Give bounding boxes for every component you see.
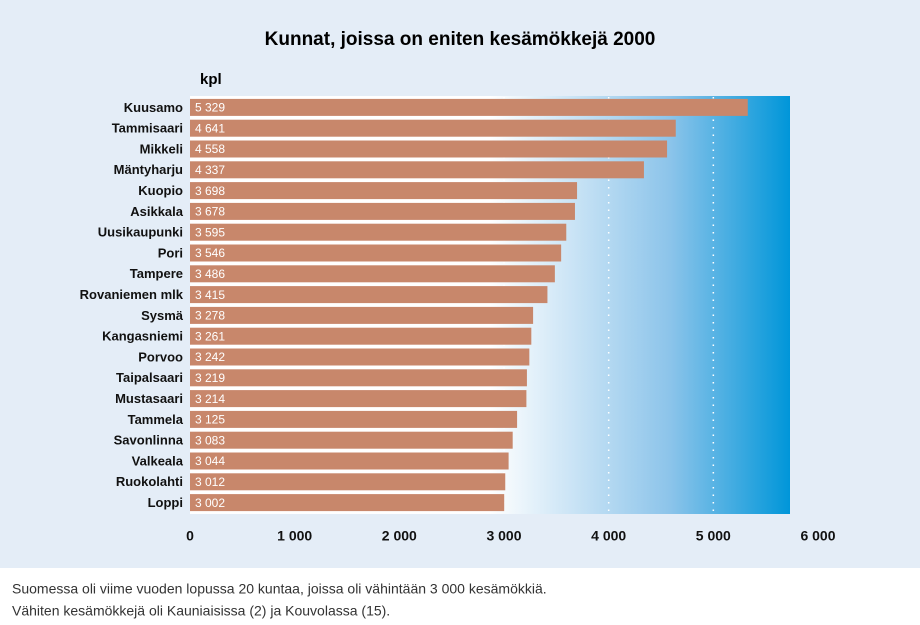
bar [190,494,505,512]
y-tick-label: Uusikaupunki [98,225,183,240]
value-label: 3 083 [195,433,225,447]
y-tick-label: Mäntyharju [114,162,183,177]
bar [190,327,532,345]
note: Suomessa oli viime vuoden lopussa 20 kun… [12,581,547,597]
bar [190,182,578,200]
y-tick-label: Valkeala [132,453,184,468]
bar [190,140,668,158]
x-tick-label: 2 000 [382,528,417,544]
value-label: 4 558 [195,142,225,156]
value-label: 3 486 [195,267,225,281]
y-tick-label: Pori [158,245,183,260]
x-tick-label: 3 000 [486,528,521,544]
bar [190,306,534,324]
bar [190,431,513,449]
x-tick-label: 4 000 [591,528,626,544]
y-tick-label: Tammisaari [112,121,183,136]
x-tick-label: 6 000 [800,528,835,544]
bar [190,161,644,179]
value-label: 3 214 [195,392,225,406]
value-label: 3 546 [195,246,225,260]
y-tick-label: Rovaniemen mlk [80,287,184,302]
value-label: 3 125 [195,413,225,427]
bar [190,244,562,262]
bar [190,348,530,366]
value-label: 3 678 [195,205,225,219]
bar [190,98,748,116]
value-label: 5 329 [195,101,225,115]
value-label: 3 278 [195,309,225,323]
plot-background [190,96,790,514]
bar [190,452,509,470]
note: Vähiten kesämökkejä oli Kauniaisissa (2)… [12,603,390,619]
bar [190,369,527,387]
value-label: 3 002 [195,496,225,510]
value-label: 4 641 [195,121,225,135]
y-tick-label: Mikkeli [140,141,183,156]
x-tick-label: 0 [186,528,194,544]
bar [190,473,506,491]
unit-label: kpl [200,71,222,88]
value-label: 3 012 [195,475,225,489]
bar [190,119,676,137]
value-label: 3 242 [195,350,225,364]
y-tick-label: Kuopio [138,183,183,198]
y-tick-label: Kangasniemi [102,329,183,344]
bar [190,223,567,241]
chart-title: Kunnat, joissa on eniten kesämökkejä 200… [265,29,656,50]
y-tick-label: Asikkala [130,204,184,219]
y-tick-label: Loppi [148,495,183,510]
x-tick-label: 5 000 [696,528,731,544]
y-tick-label: Taipalsaari [116,370,183,385]
bar [190,202,575,220]
value-label: 3 044 [195,454,225,468]
y-tick-label: Porvoo [138,349,183,364]
bar [190,390,527,408]
y-tick-label: Sysmä [141,308,184,323]
y-tick-label: Mustasaari [115,391,183,406]
y-tick-label: Tampere [130,266,183,281]
y-tick-label: Tammela [128,412,184,427]
bar [190,265,555,283]
y-tick-label: Kuusamo [124,100,183,115]
value-label: 3 415 [195,288,225,302]
x-tick-label: 1 000 [277,528,312,544]
value-label: 3 698 [195,184,225,198]
y-tick-label: Ruokolahti [116,474,183,489]
value-label: 4 337 [195,163,225,177]
value-label: 3 219 [195,371,225,385]
value-label: 3 595 [195,225,225,239]
bar [190,410,518,428]
bar [190,286,548,304]
y-tick-label: Savonlinna [114,433,184,448]
value-label: 3 261 [195,329,225,343]
